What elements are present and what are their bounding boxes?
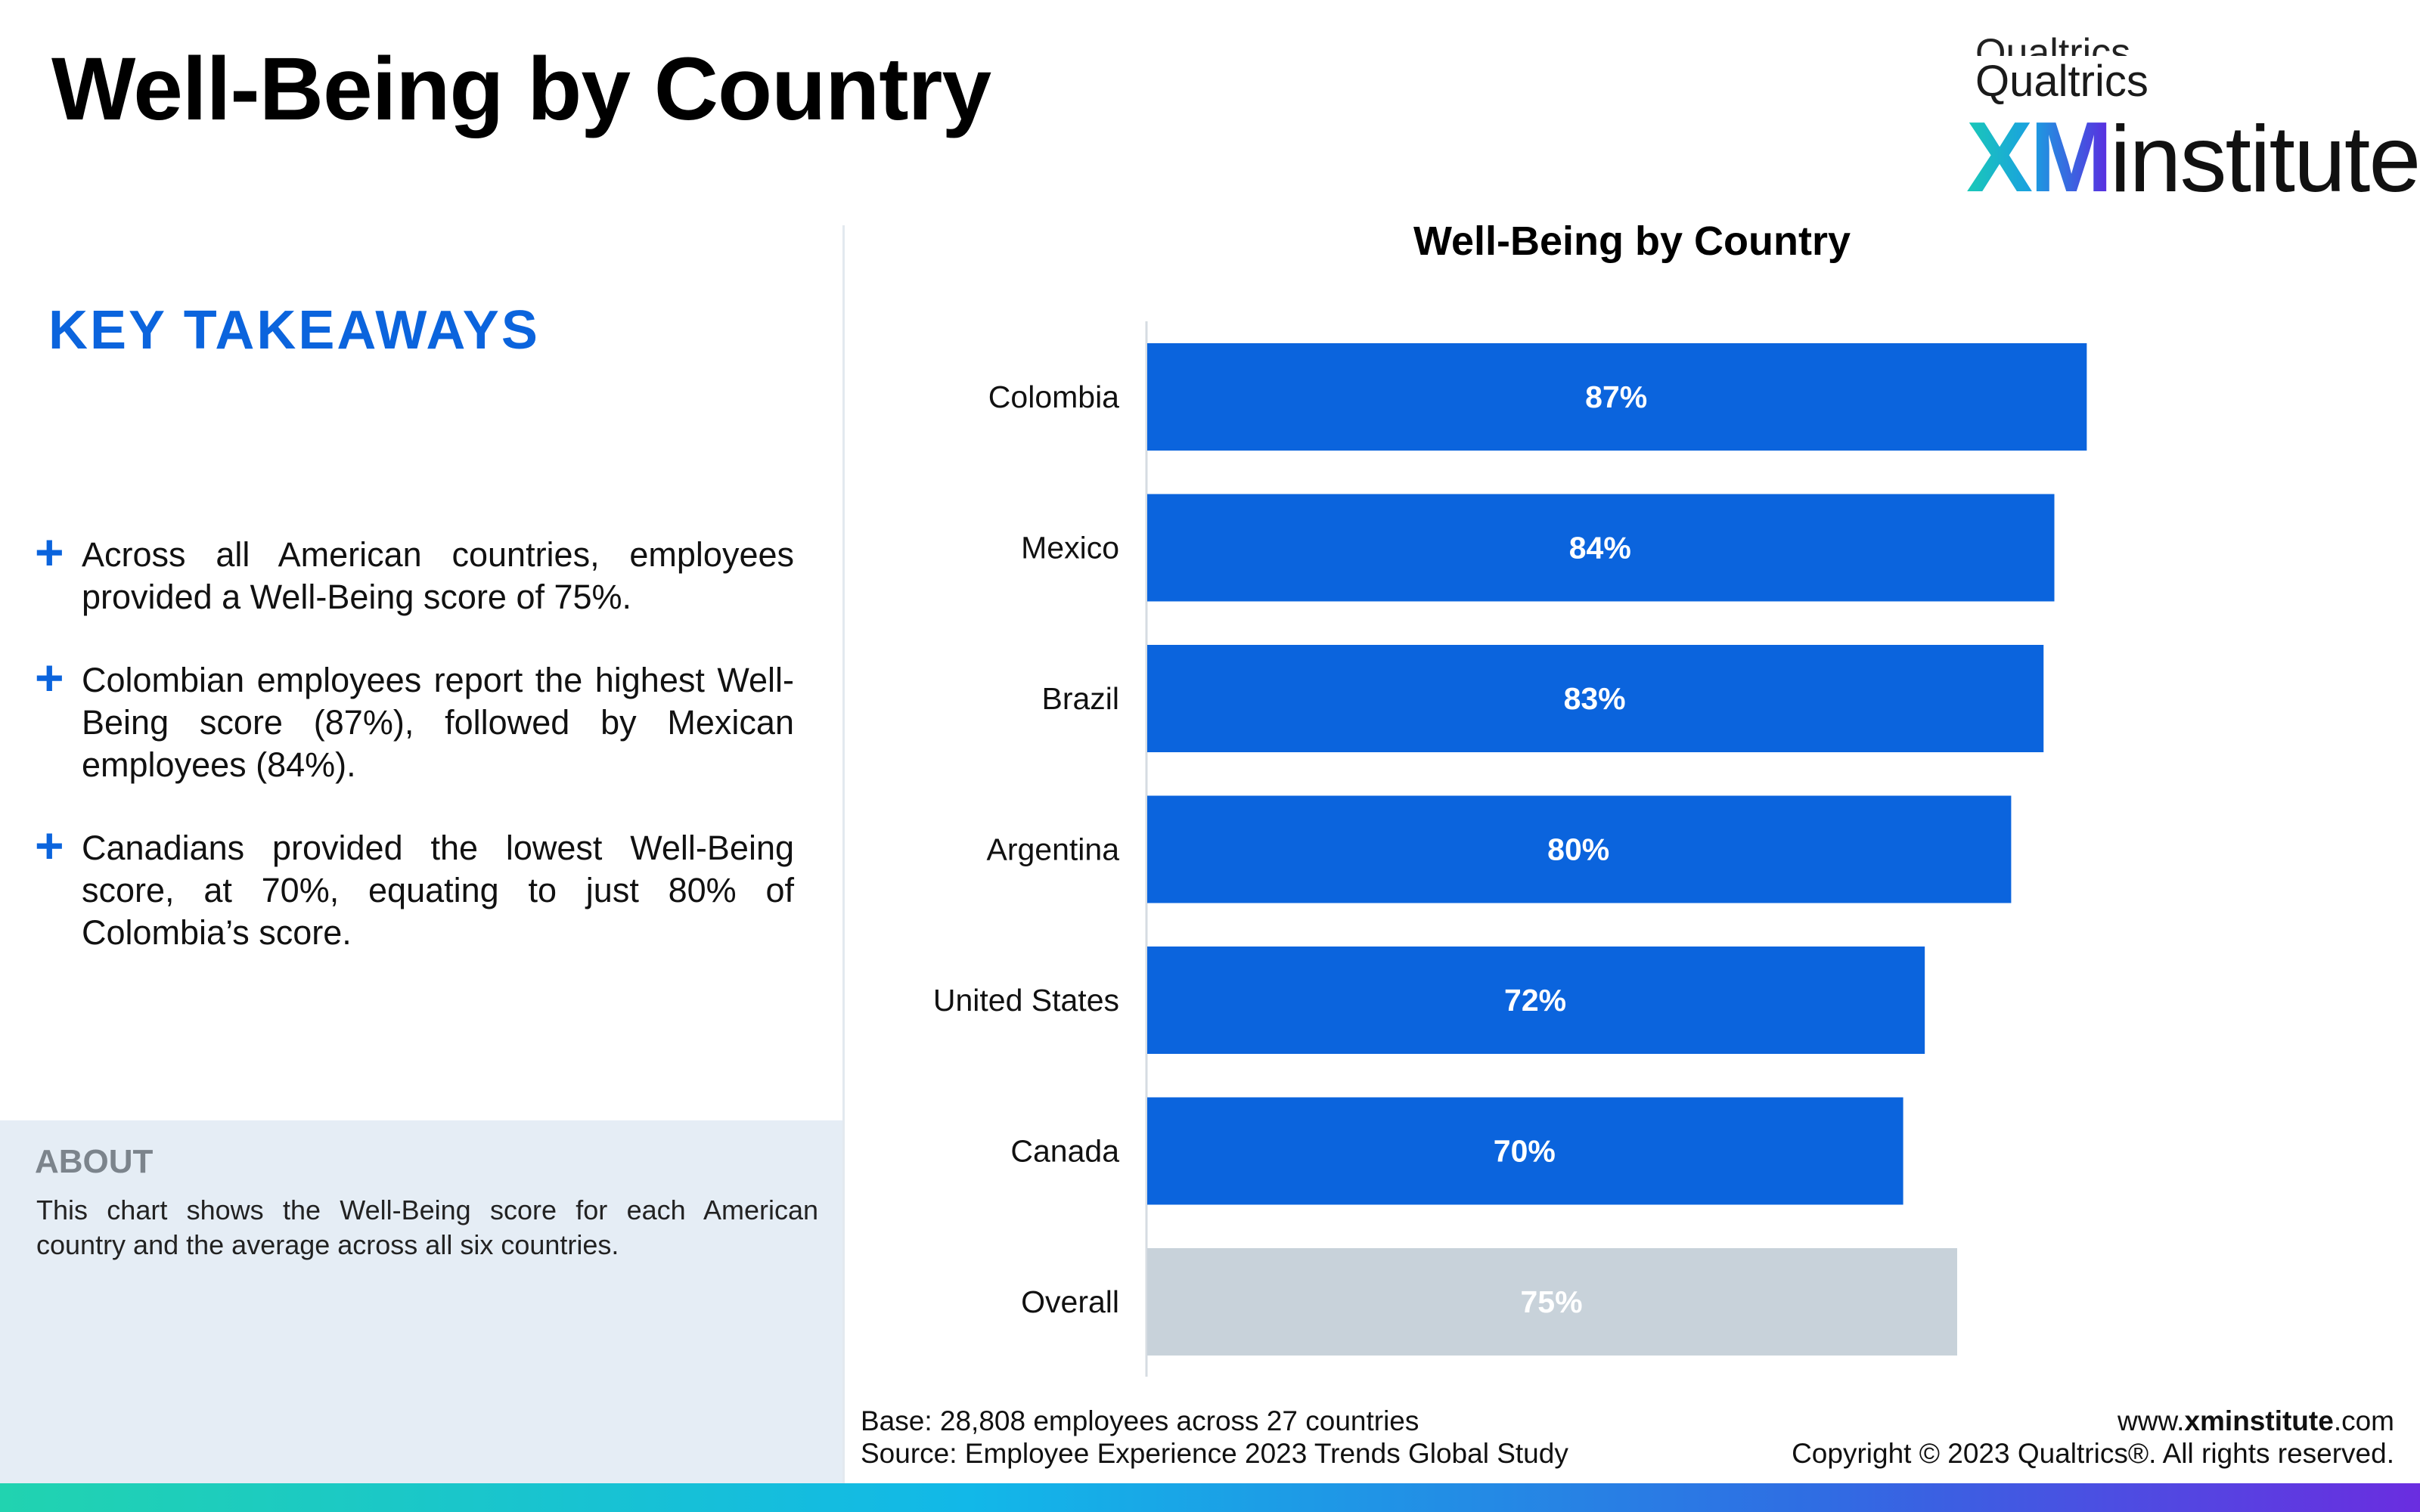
about-title: ABOUT [35, 1143, 154, 1180]
takeaway-text: Across all American countries, employees… [82, 535, 794, 616]
logo-institute-text: institute [2110, 107, 2420, 212]
logo-ghost-text: Qualtrics [1975, 31, 2131, 56]
footer-left: Base: 28,808 employees across 27 countri… [861, 1405, 1568, 1470]
website-prefix: www. [2118, 1405, 2185, 1436]
copyright-text: Copyright © 2023 Qualtrics®. All rights … [1792, 1438, 2394, 1469]
category-label: Brazil [1041, 681, 1119, 716]
qualtrics-xm-institute-logo: Qualtrics Qualtrics XMinstitute™ [1966, 30, 2420, 212]
website-link[interactable]: www.xminstitute.com [1792, 1405, 2394, 1437]
takeaway-item: + Canadians provided the lowest Well-Bei… [35, 817, 794, 954]
category-label: Canada [1010, 1134, 1119, 1169]
value-label: 80% [1547, 832, 1609, 867]
logo-brand-text: Qualtrics [1975, 57, 2149, 106]
plus-icon: + [35, 649, 64, 705]
logo-main: XMinstitute™ [1966, 100, 2420, 214]
plus-icon: + [35, 817, 64, 873]
value-label: 75% [1520, 1284, 1582, 1319]
bar-united-states [1147, 947, 1925, 1054]
category-label: Colombia [988, 380, 1119, 414]
value-label: 83% [1564, 681, 1626, 716]
logo-xm-text: XM [1966, 101, 2113, 212]
takeaways-list: + Across all American countries, employe… [35, 524, 794, 995]
bar-overall [1147, 1248, 1957, 1356]
website-suffix: .com [2333, 1405, 2394, 1436]
category-label: Argentina [986, 832, 1119, 867]
panel-divider [842, 225, 845, 1483]
value-label: 84% [1569, 531, 1631, 565]
about-text: This chart shows the Well-Being score fo… [36, 1194, 818, 1260]
takeaway-item: + Colombian employees report the highest… [35, 649, 794, 786]
base-note: Base: 28,808 employees across 27 countri… [861, 1405, 1419, 1436]
bar-colombia [1147, 343, 2087, 451]
key-takeaways-title: KEY TAKEAWAYS [48, 300, 540, 361]
value-label: 87% [1585, 380, 1647, 414]
takeaway-item: + Across all American countries, employe… [35, 524, 794, 618]
footer-right: www.xminstitute.com Copyright © 2023 Qua… [1792, 1405, 2394, 1470]
about-box: ABOUT This chart shows the Well-Being sc… [0, 1120, 842, 1483]
value-label: 70% [1494, 1134, 1556, 1169]
category-label: Mexico [1021, 531, 1119, 565]
page-title: Well-Being by Country [51, 39, 991, 139]
source-note: Source: Employee Experience 2023 Trends … [861, 1438, 1568, 1469]
takeaway-text: Canadians provided the lowest Well-Being… [82, 829, 794, 952]
takeaway-text: Colombian employees report the highest W… [82, 661, 794, 784]
bar-brazil [1147, 645, 2044, 752]
bar-argentina [1147, 795, 2012, 903]
bar-canada [1147, 1097, 1903, 1205]
bar-mexico [1147, 494, 2055, 602]
website-domain: xminstitute [2184, 1405, 2334, 1436]
plus-icon: + [35, 524, 64, 580]
gradient-bottom-bar [0, 1483, 2420, 1512]
category-label: Overall [1021, 1284, 1119, 1319]
bar-chart: Colombia 87% Mexico 84% Brazil 83% Argentina 80… [933, 321, 2087, 1377]
chart-title: Well-Being by Country [1413, 218, 1851, 264]
category-label: United States [933, 983, 1119, 1018]
value-label: 72% [1504, 983, 1566, 1018]
